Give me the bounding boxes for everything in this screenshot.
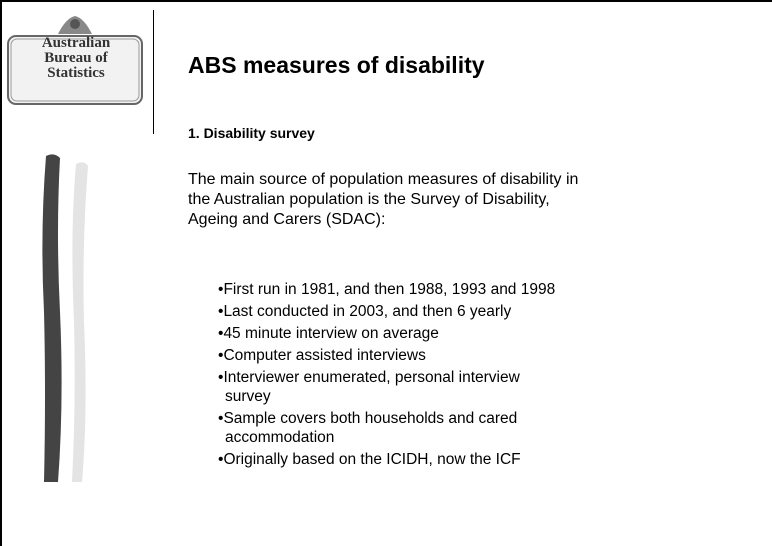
divider <box>148 10 154 134</box>
bullet-item: Originally based on the ICIDH, now the I… <box>218 450 558 469</box>
paragraph: The main source of population measures o… <box>188 170 588 230</box>
logo-line: Statistics <box>8 66 144 81</box>
bullet-text: Interviewer enumerated, personal intervi… <box>223 369 519 405</box>
bullet-text: 45 minute interview on average <box>223 325 438 342</box>
logo-line: Australian <box>8 36 144 51</box>
bullet-item: Last conducted in 2003, and then 6 yearl… <box>218 302 558 321</box>
logo-text: Australian Bureau of Statistics <box>8 36 144 81</box>
bullet-item: First run in 1981, and then 1988, 1993 a… <box>218 280 558 299</box>
bullet-item: Computer assisted interviews <box>218 346 558 365</box>
bullet-text: Sample covers both households and cared … <box>223 410 517 446</box>
bullet-item: Sample covers both households and cared … <box>218 409 558 447</box>
bullet-text: First run in 1981, and then 1988, 1993 a… <box>223 281 555 298</box>
logo-line: Bureau of <box>8 51 144 66</box>
bullet-item: 45 minute interview on average <box>218 324 558 343</box>
decoration <box>32 152 112 492</box>
bullet-list: First run in 1981, and then 1988, 1993 a… <box>218 280 558 472</box>
title: ABS measures of disability <box>188 52 485 79</box>
bullet-item: Interviewer enumerated, personal intervi… <box>218 368 558 406</box>
slide: Australian Bureau of Statistics ABS meas… <box>0 0 772 546</box>
section-heading: 1. Disability survey <box>188 125 315 141</box>
bullet-text: Originally based on the ICIDH, now the I… <box>223 451 520 468</box>
bullet-text: Computer assisted interviews <box>223 347 425 364</box>
bullet-text: Last conducted in 2003, and then 6 yearl… <box>223 303 511 320</box>
